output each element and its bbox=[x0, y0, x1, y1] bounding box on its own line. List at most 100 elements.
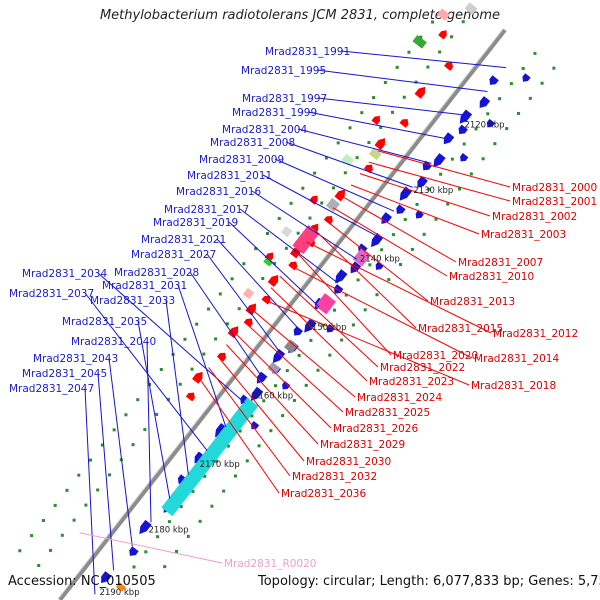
plus-strand-gene[interactable] bbox=[479, 96, 491, 108]
minus-gene-label[interactable]: Mrad2831_2036 bbox=[281, 488, 366, 500]
cds-block[interactable] bbox=[283, 339, 299, 354]
plus-strand-gene[interactable] bbox=[214, 422, 228, 438]
plus-strand-gene[interactable] bbox=[433, 153, 446, 168]
rna-gene-label[interactable]: Mrad2831_R0020 bbox=[224, 558, 316, 570]
plus-gene-label[interactable]: Mrad2831_2031 bbox=[102, 280, 187, 292]
minus-strand-gene[interactable] bbox=[192, 371, 203, 384]
plus-strand-gene[interactable] bbox=[417, 175, 428, 188]
plus-strand-gene[interactable] bbox=[370, 232, 384, 248]
minus-gene-label[interactable]: Mrad2831_2002 bbox=[492, 211, 577, 223]
plus-strand-gene[interactable] bbox=[272, 348, 286, 364]
minus-strand-gene[interactable] bbox=[374, 138, 386, 151]
cds-block[interactable] bbox=[281, 226, 293, 238]
minus-gene-label[interactable]: Mrad2831_2014 bbox=[474, 353, 559, 365]
cds-block[interactable] bbox=[412, 34, 427, 49]
minus-gene-label[interactable]: Mrad2831_2003 bbox=[481, 229, 566, 241]
minus-gene-label[interactable]: Mrad2831_2007 bbox=[458, 257, 543, 269]
cds-block[interactable] bbox=[197, 397, 259, 470]
cds-block[interactable] bbox=[292, 225, 320, 255]
plus-gene-label[interactable]: Mrad2831_1995 bbox=[241, 65, 326, 77]
plus-strand-gene[interactable] bbox=[335, 269, 348, 284]
plus-strand-gene[interactable] bbox=[139, 519, 152, 535]
plus-strand-gene[interactable] bbox=[282, 381, 291, 390]
cds-block[interactable] bbox=[341, 153, 355, 167]
minus-strand-gene[interactable] bbox=[245, 303, 256, 316]
minus-gene-label[interactable]: Mrad2831_2030 bbox=[306, 456, 391, 468]
minus-gene-label[interactable]: Mrad2831_2013 bbox=[430, 296, 515, 308]
plus-strand-gene[interactable] bbox=[194, 451, 206, 464]
plus-gene-label[interactable]: Mrad2831_2021 bbox=[141, 234, 226, 246]
cds-block[interactable] bbox=[242, 287, 255, 300]
cds-block[interactable] bbox=[315, 293, 336, 315]
cds-block[interactable] bbox=[115, 582, 126, 592]
plus-strand-gene[interactable] bbox=[443, 132, 455, 145]
plus-strand-gene[interactable] bbox=[250, 386, 264, 402]
cds-block[interactable] bbox=[263, 256, 274, 267]
minus-strand-gene[interactable] bbox=[438, 30, 447, 40]
minus-strand-gene[interactable] bbox=[323, 215, 333, 225]
plus-strand-gene[interactable] bbox=[396, 204, 406, 214]
plus-strand-gene[interactable] bbox=[486, 118, 496, 128]
plus-gene-label[interactable]: Mrad2831_2035 bbox=[62, 316, 147, 328]
minus-gene-label[interactable]: Mrad2831_2010 bbox=[449, 271, 534, 283]
cds-block[interactable] bbox=[437, 8, 450, 21]
minus-strand-gene[interactable] bbox=[363, 164, 373, 174]
plus-gene-label[interactable]: Mrad2831_2037 bbox=[9, 288, 94, 300]
plus-strand-gene[interactable] bbox=[422, 160, 433, 171]
plus-strand-gene[interactable] bbox=[460, 153, 469, 162]
plus-gene-label[interactable]: Mrad2831_2017 bbox=[164, 204, 249, 216]
minus-strand-gene[interactable] bbox=[399, 119, 409, 128]
cds-block[interactable] bbox=[161, 460, 210, 517]
plus-gene-label[interactable]: Mrad2831_2011 bbox=[187, 170, 272, 182]
plus-strand-gene[interactable] bbox=[129, 546, 139, 556]
minus-strand-gene[interactable] bbox=[309, 195, 318, 205]
plus-strand-gene[interactable] bbox=[293, 326, 303, 336]
plus-gene-label[interactable]: Mrad2831_2033 bbox=[90, 295, 175, 307]
cds-block[interactable] bbox=[368, 147, 382, 161]
minus-strand-gene[interactable] bbox=[227, 326, 239, 339]
minus-gene-label[interactable]: Mrad2831_2024 bbox=[357, 392, 442, 404]
plus-strand-gene[interactable] bbox=[415, 210, 424, 219]
minus-strand-gene[interactable] bbox=[217, 352, 227, 362]
minus-gene-label[interactable]: Mrad2831_2026 bbox=[333, 423, 418, 435]
minus-strand-gene[interactable] bbox=[334, 189, 345, 202]
minus-gene-label[interactable]: Mrad2831_2032 bbox=[292, 471, 377, 483]
plus-gene-label[interactable]: Mrad2831_2034 bbox=[22, 268, 107, 280]
minus-gene-label[interactable]: Mrad2831_2022 bbox=[380, 362, 465, 374]
minus-strand-gene[interactable] bbox=[267, 274, 279, 287]
plus-strand-gene[interactable] bbox=[101, 571, 112, 584]
minus-gene-label[interactable]: Mrad2831_2000 bbox=[512, 182, 597, 194]
plus-gene-label[interactable]: Mrad2831_2027 bbox=[131, 249, 216, 261]
minus-strand-gene[interactable] bbox=[443, 62, 453, 71]
plus-gene-label[interactable]: Mrad2831_2008 bbox=[210, 137, 295, 149]
plus-gene-label[interactable]: Mrad2831_2028 bbox=[114, 267, 199, 279]
plus-gene-label[interactable]: Mrad2831_2045 bbox=[22, 368, 107, 380]
cds-block[interactable] bbox=[267, 362, 281, 375]
plus-strand-gene[interactable] bbox=[458, 124, 468, 135]
minus-gene-label[interactable]: Mrad2831_2020 bbox=[393, 350, 478, 362]
plus-strand-gene[interactable] bbox=[489, 75, 499, 85]
cds-block[interactable] bbox=[325, 197, 341, 212]
minus-gene-label[interactable]: Mrad2831_2023 bbox=[369, 376, 454, 388]
minus-gene-label[interactable]: Mrad2831_2015 bbox=[418, 323, 503, 335]
plus-gene-label[interactable]: Mrad2831_2040 bbox=[71, 336, 156, 348]
plus-gene-label[interactable]: Mrad2831_2004 bbox=[222, 124, 307, 136]
plus-strand-gene[interactable] bbox=[375, 261, 384, 270]
plus-gene-label[interactable]: Mrad2831_2047 bbox=[9, 383, 94, 395]
plus-gene-label[interactable]: Mrad2831_2009 bbox=[199, 154, 284, 166]
plus-gene-label[interactable]: Mrad2831_1997 bbox=[242, 93, 327, 105]
plus-gene-label[interactable]: Mrad2831_1991 bbox=[265, 46, 350, 58]
minus-gene-label[interactable]: Mrad2831_2029 bbox=[320, 439, 405, 451]
minus-gene-label[interactable]: Mrad2831_2025 bbox=[345, 407, 430, 419]
plus-gene-label[interactable]: Mrad2831_2016 bbox=[176, 186, 261, 198]
minus-strand-gene[interactable] bbox=[264, 252, 274, 262]
cds-block[interactable] bbox=[464, 2, 478, 15]
plus-gene-label[interactable]: Mrad2831_1999 bbox=[232, 107, 317, 119]
minus-gene-label[interactable]: Mrad2831_2012 bbox=[493, 328, 578, 340]
plus-gene-label[interactable]: Mrad2831_2043 bbox=[33, 353, 118, 365]
minus-strand-gene[interactable] bbox=[371, 115, 381, 125]
plus-gene-label[interactable]: Mrad2831_2019 bbox=[153, 217, 238, 229]
minus-gene-label[interactable]: Mrad2831_2001 bbox=[512, 196, 597, 208]
plus-strand-gene[interactable] bbox=[350, 261, 362, 274]
